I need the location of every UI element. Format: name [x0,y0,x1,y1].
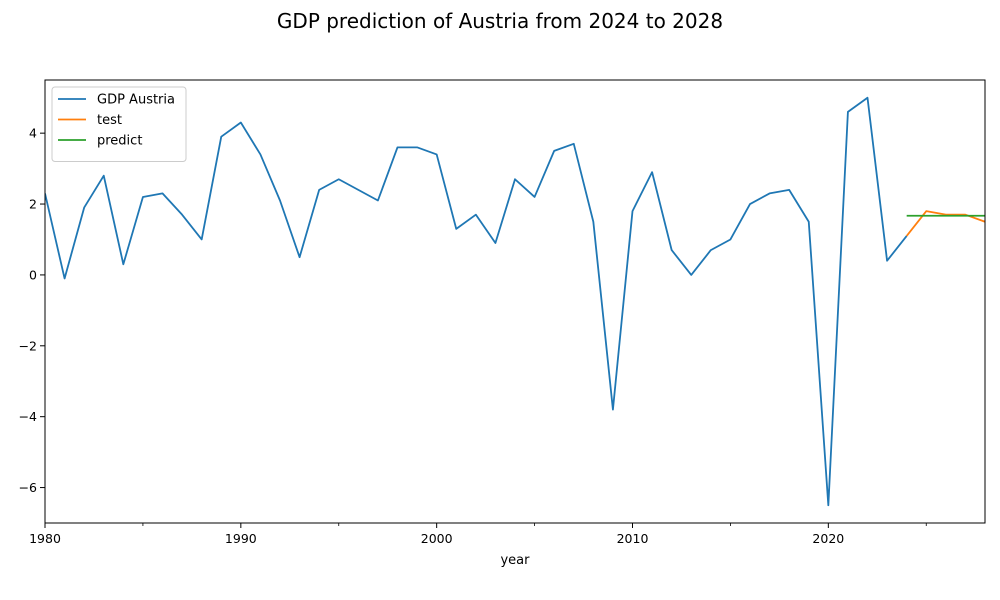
x-tick-label: 1990 [225,531,257,546]
legend: GDP Austria test predict [51,86,187,162]
legend-box [51,86,187,162]
legend-label: test [97,113,122,128]
y-tick-label: 0 [29,267,37,282]
y-tick-label: −2 [19,338,37,353]
y-tick-label: −4 [19,409,37,424]
x-tick-label: 2020 [812,531,844,546]
legend-label: GDP Austria [97,93,175,108]
y-tick-label: 2 [29,197,37,212]
legend-label: predict [97,134,142,149]
axes: 1980 1990 2000 2010 2020 −6 −4 −2 0 2 4 [19,126,927,546]
y-tick-label: 4 [29,126,37,141]
axes-frame [44,79,986,524]
plot-area [45,96,985,507]
x-tick-label: 1980 [29,531,61,546]
x-axis-label: year [500,553,530,568]
chart-title: GDP prediction of Austria from 2024 to 2… [277,9,723,33]
y-tick-label: −6 [19,480,37,495]
x-tick-label: 2000 [421,531,453,546]
x-tick-label: 2010 [617,531,649,546]
